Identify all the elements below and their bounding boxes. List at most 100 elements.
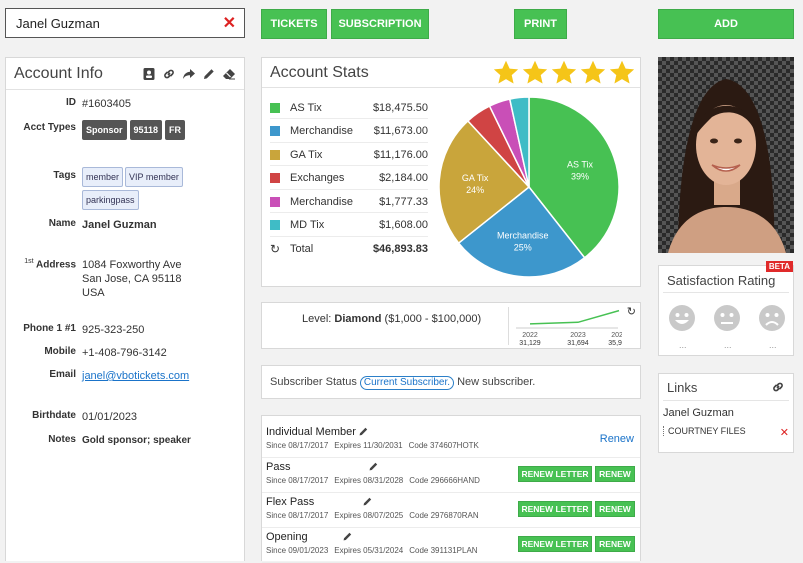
stats-row-label: Merchandise <box>290 195 353 208</box>
pie-slice[interactable] <box>528 96 620 259</box>
profile-photo-image <box>658 57 794 253</box>
level-name: Diamond <box>334 313 382 325</box>
acct-type-badge[interactable]: 95118 <box>129 120 163 140</box>
add-button[interactable]: ADD <box>658 9 794 39</box>
renew-button[interactable]: RENEW <box>595 466 635 482</box>
eraser-icon[interactable] <box>222 67 236 81</box>
id-label: ID <box>66 97 76 108</box>
stats-row-amount: $11,673.00 <box>373 125 428 137</box>
mobile-label: Mobile <box>44 346 76 357</box>
address-label-text: Address <box>35 259 76 271</box>
print-button[interactable]: PRINT <box>514 9 567 39</box>
search-input[interactable] <box>14 14 223 32</box>
subscriber-status-pill[interactable]: Current Subscriber. <box>359 376 455 390</box>
renew-letter-button[interactable]: RENEW LETTER <box>518 466 592 482</box>
account-info-header: Account Info <box>6 58 244 90</box>
membership-row: Individual Member Since 08/17/2017 Expires… <box>262 424 640 458</box>
renew-link[interactable]: Renew <box>599 433 634 445</box>
sad-face-icon[interactable] <box>758 304 786 332</box>
star-icon <box>551 60 577 84</box>
search-box[interactable]: ✕ <box>5 8 245 38</box>
membership-details: Since 08/17/2017 Expires 08/31/2028 Code 2… <box>266 476 486 485</box>
tags-row: Tags member VIP member parkingpass <box>6 167 246 210</box>
acct-types-row: Acct Types Sponsor 95118 FR <box>6 120 246 140</box>
tag-chip[interactable]: parkingpass <box>82 190 139 210</box>
stats-row-amount: $2,184.00 <box>379 172 428 184</box>
rating-stars <box>492 59 636 87</box>
address-row: 1st Address 1084 Foxworthy Ave San Jose,… <box>6 258 246 299</box>
birthdate-label: Birthdate <box>32 410 76 421</box>
trend-line <box>529 309 620 325</box>
stats-row: Exchanges $2,184.00 <box>270 168 428 190</box>
level-prefix: Level: <box>302 313 332 325</box>
tags-label: Tags <box>53 170 76 181</box>
satisfaction-divider <box>663 292 789 293</box>
clear-search-icon[interactable]: ✕ <box>222 15 236 32</box>
name-value: Janel Guzman <box>82 219 157 231</box>
trend-value-label: 35,903 <box>608 340 622 347</box>
tickets-button[interactable]: TICKETS <box>261 9 327 39</box>
subscription-button[interactable]: SUBSCRIPTION <box>331 9 429 39</box>
tag-chip[interactable]: member <box>82 167 124 187</box>
stats-row: Merchandise $1,777.33 <box>270 191 428 213</box>
renew-button[interactable]: RENEW <box>595 536 635 552</box>
email-link[interactable]: janel@vbotickets.com <box>82 370 190 382</box>
legend-swatch <box>270 173 280 183</box>
edit-pencil-icon[interactable] <box>358 426 369 437</box>
legend-swatch <box>270 196 280 207</box>
stats-total-label: Total <box>290 243 314 255</box>
membership-expires: Expires 11/30/2031 <box>334 441 403 450</box>
happy-face-icon[interactable] <box>668 304 696 332</box>
edit-pencil-icon[interactable] <box>362 496 373 507</box>
membership-code: Code 296666HAND <box>409 476 480 485</box>
link-icon[interactable] <box>162 67 176 81</box>
linked-file-label: COURTNEY FILES <box>668 426 746 436</box>
refresh-icon[interactable]: ↻ <box>626 306 636 318</box>
subscriber-status-text: New subscriber. <box>457 376 536 388</box>
acct-type-badge[interactable]: Sponsor <box>82 120 127 140</box>
membership-name: Opening <box>266 531 308 543</box>
linked-file-item[interactable]: COURTNEY FILES <box>663 426 746 436</box>
account-stats-panel: Account Stats AS Tix $18,475.50 Merchandis… <box>261 57 641 287</box>
stats-row: MD Tix $1,608.00 <box>270 215 428 237</box>
stats-row-amount: $18,475.50 <box>372 101 428 114</box>
trend-value-label: 31,694 <box>567 340 589 347</box>
name-label: Name <box>48 218 76 229</box>
renew-letter-button[interactable]: RENEW LETTER <box>518 501 592 517</box>
name-row: Name Janel Guzman <box>6 218 246 231</box>
edit-pencil-icon[interactable] <box>202 67 216 81</box>
account-info-actions <box>142 67 236 81</box>
pie-slice-percent: 39% <box>571 171 589 181</box>
refresh-icon[interactable]: ↻ <box>270 242 281 256</box>
legend-swatch <box>270 126 280 136</box>
edit-pencil-icon[interactable] <box>342 531 353 542</box>
renew-letter-button[interactable]: RENEW LETTER <box>518 536 592 552</box>
trend-x-label: 2024 <box>611 332 622 339</box>
renew-button[interactable]: RENEW <box>595 501 635 517</box>
sad-caption: ... <box>769 340 777 350</box>
stats-row: AS Tix $18,475.50 <box>270 97 428 119</box>
edit-pencil-icon[interactable] <box>368 461 379 472</box>
link-icon[interactable] <box>771 380 785 394</box>
acct-type-badge[interactable]: FR <box>165 120 186 140</box>
contact-card-icon[interactable] <box>142 67 156 81</box>
tag-chip[interactable]: VIP member <box>125 167 183 187</box>
address-line: USA <box>82 287 105 299</box>
pie-slice[interactable] <box>508 96 530 188</box>
pie-slice[interactable] <box>438 119 531 245</box>
birthdate-row: Birthdate 01/01/2023 <box>6 410 246 423</box>
subscriber-panel: Subscriber Status Current Subscriber. Ne… <box>261 365 641 399</box>
neutral-face-icon[interactable] <box>713 304 741 332</box>
remove-link-icon[interactable]: ✕ <box>779 427 789 439</box>
pie-slice[interactable] <box>457 185 586 278</box>
share-forward-icon[interactable] <box>182 67 196 81</box>
star-icon <box>609 60 635 84</box>
links-divider <box>663 400 789 401</box>
links-contact-name: Janel Guzman <box>663 407 734 419</box>
account-info-title: Account Info <box>14 64 103 82</box>
star-icon <box>580 60 606 84</box>
legend-swatch <box>270 220 280 230</box>
address-value: 1084 Foxworthy Ave San Jose, CA 95118 US… <box>82 258 181 300</box>
phone-label: Phone 1 #1 <box>23 323 76 334</box>
